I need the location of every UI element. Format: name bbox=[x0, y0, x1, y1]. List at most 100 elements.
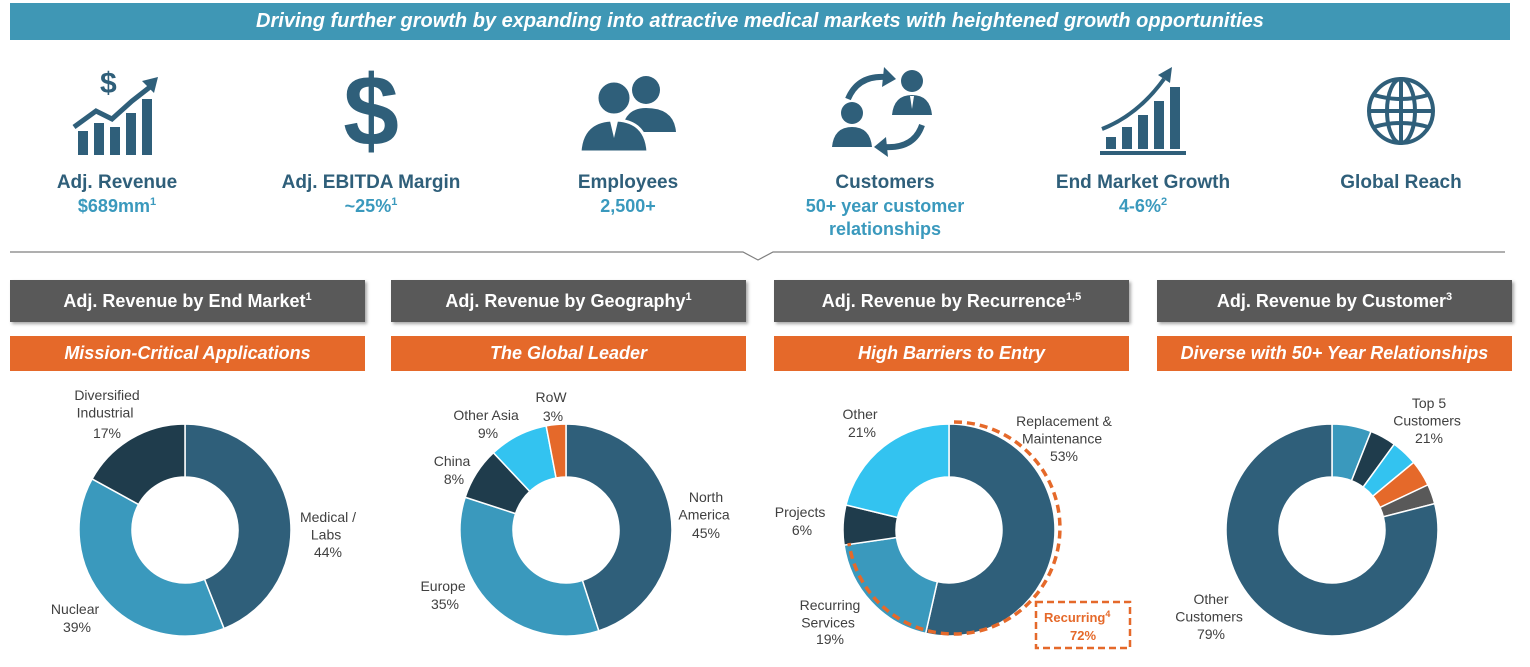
recurring-callout-box bbox=[1034, 600, 1132, 650]
customers-cycle-icon bbox=[832, 67, 932, 157]
svg-text:$: $ bbox=[100, 67, 117, 100]
label-line: Top 5 bbox=[1412, 395, 1446, 411]
label-value: 39% bbox=[63, 619, 91, 635]
donut-slice-medical-labs bbox=[184, 423, 292, 630]
label-line: Other Asia bbox=[453, 407, 519, 423]
donut-slice-nuclear bbox=[78, 477, 225, 637]
label-value: 21% bbox=[1415, 430, 1443, 446]
kpi-employees: Employees 2,500+ bbox=[503, 60, 753, 218]
kpi-global-reach: Global Reach bbox=[1276, 60, 1526, 195]
label-value: 53% bbox=[1050, 448, 1078, 464]
panel-subtitle-customer: Diverse with 50+ Year Relationships bbox=[1157, 336, 1512, 371]
panel-header-customer: Adj. Revenue by Customer3 bbox=[1157, 280, 1512, 322]
panel-header-recurrence: Adj. Revenue by Recurrence1,5 bbox=[774, 280, 1129, 322]
panel-header-end-market: Adj. Revenue by End Market1 bbox=[10, 280, 365, 322]
callout-sup: 4 bbox=[1105, 609, 1110, 619]
geography-chart: RoW 3% Other Asia 9% China 8% North Ameri… bbox=[381, 380, 761, 662]
label-china: China 8% bbox=[434, 453, 474, 487]
kpi-value: 2,500+ bbox=[600, 196, 656, 216]
growth-bars-icon bbox=[1100, 67, 1186, 155]
kpi-label: Customers bbox=[835, 172, 935, 193]
dollar-sign-icon: $ bbox=[343, 65, 399, 157]
panel-subtitle-recurrence: High Barriers to Entry bbox=[774, 336, 1129, 371]
panel-header-geography: Adj. Revenue by Geography1 bbox=[391, 280, 746, 322]
svg-text:$: $ bbox=[343, 65, 399, 157]
label-value: 8% bbox=[444, 471, 464, 487]
kpi-value: 4-6%2 bbox=[1118, 196, 1168, 216]
customer-donut: Top 5 Customers 21% Other Customers 79% bbox=[1175, 395, 1465, 642]
revenue-chart-dollar-icon: $ bbox=[72, 67, 158, 155]
kpi-adj-revenue: $ Adj. Revenue $689mm1 bbox=[0, 60, 242, 218]
label-line: Nuclear bbox=[51, 601, 100, 617]
label-line: Services bbox=[801, 615, 855, 631]
customer-chart: Top 5 Customers 21% Other Customers 79% bbox=[1147, 380, 1527, 662]
callout-label: Recurring bbox=[1044, 610, 1105, 625]
label-value: 9% bbox=[478, 425, 498, 441]
label-line: Maintenance bbox=[1022, 431, 1102, 447]
label-line: Industrial bbox=[77, 405, 134, 421]
kpi-label: Global Reach bbox=[1340, 172, 1462, 193]
recurring-dashed-arc bbox=[847, 420, 1062, 636]
label-value: 79% bbox=[1197, 626, 1225, 642]
label-line: Other bbox=[1193, 591, 1228, 607]
section-divider bbox=[10, 251, 1505, 261]
kpi-value: ~25%1 bbox=[344, 196, 398, 216]
recurring-callout: Recurring4 72% bbox=[1044, 605, 1114, 643]
label-value: 35% bbox=[431, 596, 459, 612]
label-value: 19% bbox=[816, 631, 844, 647]
label-value: 21% bbox=[848, 424, 876, 440]
label-line: RoW bbox=[535, 389, 567, 405]
label-line: Other bbox=[843, 406, 878, 422]
donut-slice-row bbox=[545, 423, 567, 479]
label-line: Customers bbox=[1175, 609, 1243, 625]
kpi-value: $689mm1 bbox=[77, 196, 157, 216]
label-line: Recurring bbox=[800, 597, 861, 613]
donut-slice-europe bbox=[459, 496, 600, 637]
recurrence-donut: Recurring4 72% Other 21% Replacement & Ma… bbox=[775, 406, 1132, 650]
label-value: 44% bbox=[314, 544, 342, 560]
donut-slice-other bbox=[845, 423, 950, 519]
label-line: Replacement & bbox=[1016, 413, 1112, 429]
label-diversified-industrial: Diversified Industrial 17% bbox=[74, 387, 139, 441]
label-value: 45% bbox=[692, 525, 720, 541]
label-line: Labs bbox=[311, 527, 341, 543]
kpi-label: Adj. EBITDA Margin bbox=[281, 172, 461, 193]
label-europe: Europe 35% bbox=[420, 578, 469, 612]
kpi-end-market-growth: End Market Growth 4-6%2 bbox=[1018, 60, 1268, 218]
label-nuclear: Nuclear 39% bbox=[51, 601, 103, 635]
end-market-donut: Diversified Industrial 17% Medical / Labs … bbox=[51, 387, 356, 637]
kpi-ebitda-margin: $ Adj. EBITDA Margin ~25%1 bbox=[246, 60, 496, 218]
label-value: 6% bbox=[792, 522, 812, 538]
panel-subtitle-end-market: Mission-Critical Applications bbox=[10, 336, 365, 371]
kpi-customers: Customers 50+ year customer relationship… bbox=[760, 60, 1010, 241]
headline-banner: Driving further growth by expanding into… bbox=[10, 3, 1510, 40]
label-line: Customers bbox=[1393, 413, 1461, 429]
label-replacement-maintenance: Replacement & Maintenance 53% bbox=[1016, 413, 1112, 464]
donut-slice-north-america bbox=[565, 423, 673, 632]
label-line: North bbox=[689, 489, 723, 505]
label-line: America bbox=[678, 507, 730, 523]
globe-icon bbox=[1367, 77, 1435, 145]
label-value: 3% bbox=[543, 408, 563, 424]
label-medical-labs: Medical / Labs 44% bbox=[300, 509, 356, 560]
donut-slice-other-customers bbox=[1225, 423, 1439, 637]
donut-slice-diversified-industrial bbox=[91, 423, 186, 506]
label-recurring-services: Recurring Services 19% bbox=[800, 597, 861, 647]
label-other-asia: Other Asia 9% bbox=[453, 407, 522, 441]
label-value: 17% bbox=[93, 425, 121, 441]
kpi-label: Employees bbox=[577, 172, 679, 193]
employees-icon bbox=[578, 76, 676, 154]
label-other-customers: Other Customers 79% bbox=[1175, 591, 1247, 642]
geography-donut: RoW 3% Other Asia 9% China 8% North Ameri… bbox=[420, 389, 733, 637]
label-line: Medical / bbox=[300, 509, 356, 525]
end-market-chart: Diversified Industrial 17% Medical / Labs … bbox=[0, 380, 380, 662]
label-north-america: North America 45% bbox=[678, 489, 733, 541]
label-line: Diversified bbox=[74, 387, 139, 403]
label-line: Projects bbox=[775, 504, 826, 520]
kpi-value: 50+ year customer relationships bbox=[805, 196, 965, 239]
callout-value: 72% bbox=[1070, 628, 1096, 643]
panel-subtitle-geography: The Global Leader bbox=[391, 336, 746, 371]
label-top-5-customers: Top 5 Customers 21% bbox=[1393, 395, 1465, 446]
kpi-label: End Market Growth bbox=[1055, 172, 1231, 193]
label-projects: Projects 6% bbox=[775, 504, 829, 538]
